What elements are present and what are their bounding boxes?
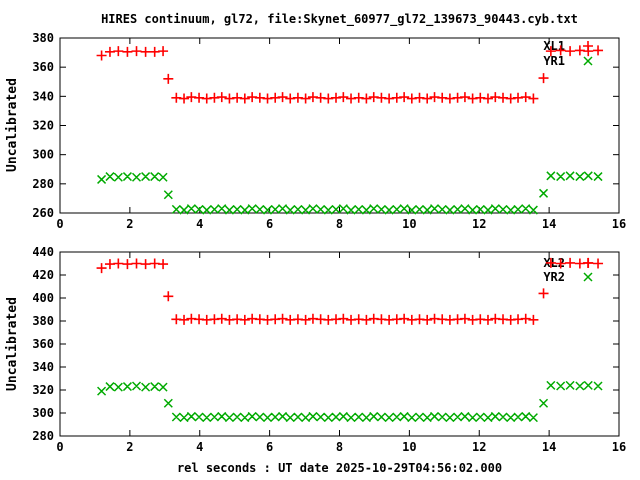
x-tick-label: 10	[402, 440, 416, 454]
data-points-YR2	[97, 380, 603, 423]
y-tick-label: 280	[32, 177, 54, 191]
data-points-XL2	[96, 257, 604, 325]
y-tick-label: 380	[32, 31, 54, 45]
y-tick-label: 380	[32, 314, 54, 328]
x-tick-label: 0	[56, 440, 63, 454]
legend-marker-YR1	[583, 56, 593, 66]
x-tick-label: 8	[336, 217, 343, 231]
data-points-XL1	[96, 45, 604, 104]
data-points-YR1	[97, 171, 603, 215]
y-tick-label: 320	[32, 119, 54, 133]
series-YR2	[97, 380, 603, 423]
legend-marker-XL1	[583, 41, 593, 51]
y-tick-label: 320	[32, 383, 54, 397]
x-axis-label: rel seconds : UT date 2025-10-29T04:56:0…	[176, 461, 503, 475]
x-tick-label: 0	[56, 217, 63, 231]
y-tick-label: 260	[32, 206, 54, 220]
x-tick-label: 6	[266, 440, 273, 454]
series-XL1	[96, 45, 604, 104]
x-tick-label: 2	[126, 217, 133, 231]
y-tick-label: 440	[32, 245, 54, 259]
legend-marker-YR2	[583, 272, 593, 282]
plot-frame	[59, 37, 620, 214]
plot-frame	[59, 251, 620, 437]
y-tick-label: 300	[32, 148, 54, 162]
legend-marker-XL2	[583, 258, 593, 268]
x-tick-label: 16	[612, 217, 626, 231]
x-tick-label: 12	[472, 217, 486, 231]
series-YR1	[97, 171, 603, 215]
x-tick-label: 2	[126, 440, 133, 454]
y-tick-label: 340	[32, 89, 54, 103]
x-tick-label: 14	[542, 217, 556, 231]
y-tick-label: 280	[32, 429, 54, 443]
x-tick-label: 16	[612, 440, 626, 454]
y-tick-label: 420	[32, 268, 54, 282]
y-tick-label: 400	[32, 291, 54, 305]
x-tick-label: 4	[196, 217, 203, 231]
x-tick-label: 6	[266, 217, 273, 231]
y-tick-label: 360	[32, 60, 54, 74]
x-tick-label: 10	[402, 217, 416, 231]
chart-title: HIRES continuum, gl72, file:Skynet_60977…	[101, 12, 578, 26]
series-XL2	[96, 257, 604, 325]
y-tick-label: 340	[32, 360, 54, 374]
y-tick-label: 360	[32, 337, 54, 351]
x-tick-label: 14	[542, 440, 556, 454]
legend-label-yr2: YR2	[543, 270, 565, 284]
legend-label-yr1: YR1	[543, 54, 565, 68]
y-tick-label: 300	[32, 406, 54, 420]
x-tick-label: 12	[472, 440, 486, 454]
x-tick-label: 8	[336, 440, 343, 454]
x-tick-label: 4	[196, 440, 203, 454]
